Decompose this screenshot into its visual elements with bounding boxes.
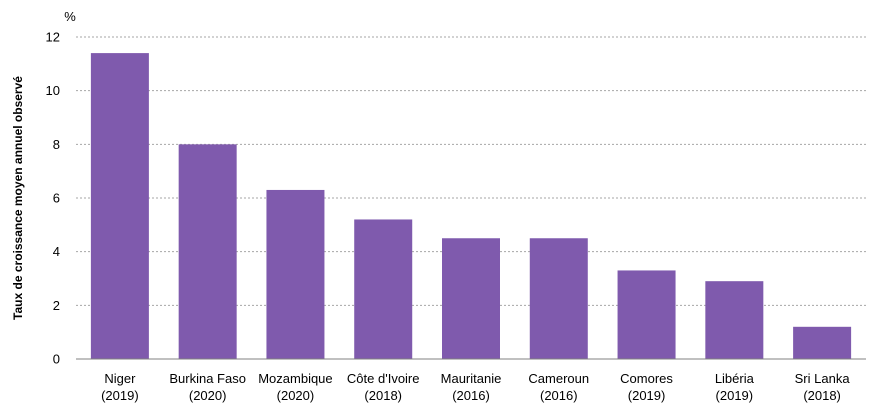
x-tick-label-year: (2016) (452, 388, 490, 403)
bar (442, 238, 500, 359)
x-tick-label-name: Mozambique (258, 371, 332, 386)
bar-layer (90, 53, 852, 359)
y-tick-label: 2 (53, 298, 60, 313)
label-layer: 0 2 4 6 8 10 12 Niger (2019) Burkina Faso (2020) Mo… (46, 30, 851, 404)
bar (529, 238, 588, 359)
y-tick-label: 6 (53, 191, 60, 206)
x-tick-label-year: (2020) (277, 388, 315, 403)
y-tick-label: 12 (46, 30, 60, 45)
x-tick-label-name: Burkina Faso (169, 371, 246, 386)
x-tick-label-name: Comores (620, 371, 673, 386)
bar (617, 270, 676, 359)
y-unit-label: % (64, 9, 76, 24)
x-tick-label-name: Niger (104, 371, 136, 386)
x-tick-label-name: Mauritanie (441, 371, 502, 386)
y-tick-label: 4 (53, 244, 60, 259)
bar (793, 326, 852, 359)
bar (178, 144, 237, 359)
bar (266, 189, 325, 359)
x-tick-label-name: Sri Lanka (795, 371, 851, 386)
x-tick-label-year: (2019) (628, 388, 666, 403)
bar (705, 281, 764, 359)
bar (90, 53, 149, 359)
y-tick-label: 0 (53, 352, 60, 367)
x-tick-label-year: (2016) (540, 388, 578, 403)
x-tick-label-name: Libéria (715, 371, 755, 386)
y-tick-label: 10 (46, 83, 60, 98)
x-tick-label-year: (2019) (716, 388, 754, 403)
y-tick-label: 8 (53, 137, 60, 152)
x-tick-label-year: (2018) (364, 388, 402, 403)
x-tick-label-year: (2020) (189, 388, 227, 403)
x-tick-label-year: (2019) (101, 388, 139, 403)
bar (354, 219, 413, 359)
x-tick-label-year: (2018) (803, 388, 841, 403)
x-tick-label-name: Cameroun (528, 371, 589, 386)
y-axis-title: Taux de croissance moyen annuel observé (11, 76, 25, 320)
x-tick-label-name: Côte d'Ivoire (347, 371, 420, 386)
